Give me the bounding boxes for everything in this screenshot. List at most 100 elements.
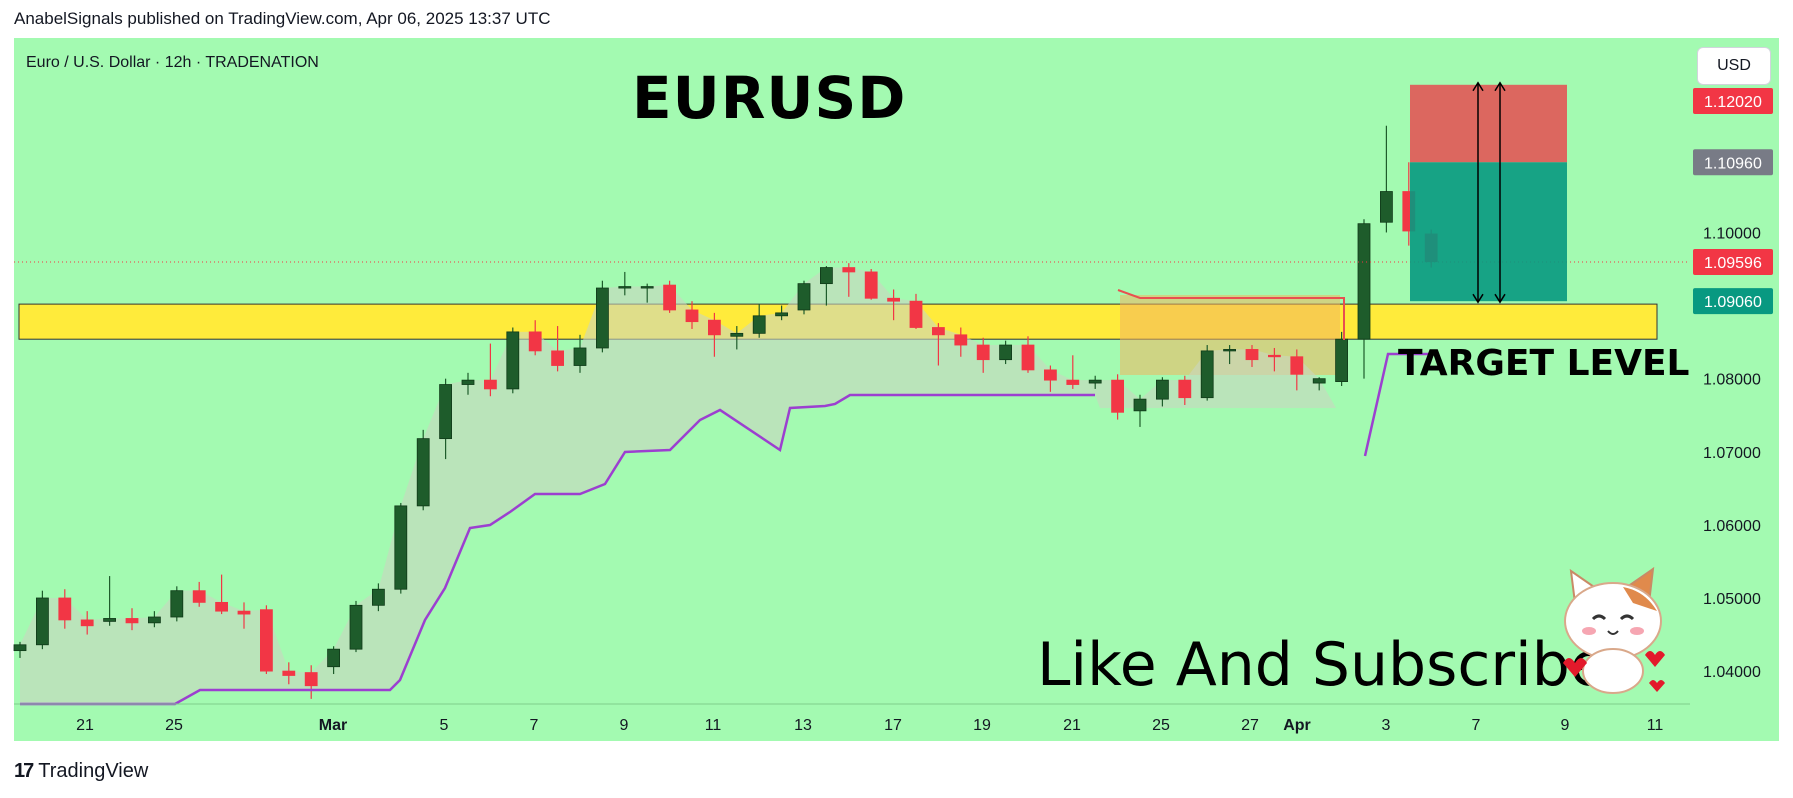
- x-axis-tick-label: 19: [973, 717, 991, 734]
- candle[interactable]: [1357, 219, 1371, 379]
- candle[interactable]: [304, 665, 318, 699]
- candle[interactable]: [954, 327, 968, 357]
- candle[interactable]: [1178, 375, 1192, 405]
- arrow-head-down: [1494, 293, 1506, 304]
- candle[interactable]: [663, 280, 676, 313]
- candle[interactable]: [887, 289, 900, 321]
- price-tag-current[interactable]: 1.09596: [1693, 248, 1773, 275]
- candle[interactable]: [932, 323, 945, 366]
- candle[interactable]: [640, 283, 654, 303]
- candle[interactable]: [551, 326, 564, 372]
- candle[interactable]: [775, 305, 788, 321]
- candle[interactable]: [506, 327, 520, 394]
- candle[interactable]: [327, 646, 341, 675]
- candle[interactable]: [349, 600, 363, 653]
- candle[interactable]: [36, 590, 49, 650]
- candle[interactable]: [461, 372, 475, 395]
- candle[interactable]: [909, 293, 923, 329]
- price-tag-box: [1693, 248, 1773, 275]
- x-axis-tick-label: 21: [1063, 717, 1081, 734]
- candle-body: [1357, 223, 1371, 340]
- price-tag-label: 1.09596: [1704, 255, 1762, 272]
- trailing-area: [20, 267, 1336, 704]
- candle[interactable]: [1200, 345, 1214, 401]
- candle[interactable]: [483, 343, 497, 397]
- candle[interactable]: [1088, 375, 1102, 389]
- candle[interactable]: [708, 312, 721, 357]
- candle[interactable]: [820, 266, 833, 306]
- arrow-head-up: [1494, 81, 1506, 92]
- candle-body: [932, 327, 945, 336]
- candle[interactable]: [394, 502, 408, 594]
- x-axis-tick-label: 13: [794, 717, 812, 734]
- price-tag-target[interactable]: 1.09060: [1693, 288, 1773, 315]
- x-axis-tick-label: Apr: [1283, 717, 1311, 734]
- candle[interactable]: [752, 304, 766, 338]
- candle-body: [1088, 379, 1102, 384]
- price-tag-box: [1693, 149, 1773, 176]
- candle-body: [506, 331, 520, 390]
- cat-mascot-sticker: [1563, 566, 1665, 694]
- candle[interactable]: [192, 581, 206, 607]
- candle[interactable]: [13, 641, 27, 658]
- candle[interactable]: [976, 337, 990, 373]
- candle[interactable]: [685, 301, 699, 329]
- candle[interactable]: [58, 589, 72, 629]
- candle[interactable]: [1380, 125, 1393, 233]
- candle[interactable]: [237, 602, 251, 629]
- price-tag-label: 1.10960: [1704, 155, 1762, 172]
- candle-body: [192, 590, 206, 603]
- price-tag-entry[interactable]: 1.10960: [1693, 149, 1773, 176]
- candle[interactable]: [797, 280, 811, 315]
- candle-body: [36, 597, 49, 646]
- candle[interactable]: [215, 574, 229, 615]
- candle[interactable]: [618, 271, 632, 296]
- candle[interactable]: [1290, 349, 1304, 391]
- trailing-stop-line[interactable]: [20, 393, 1095, 706]
- tradingview-brand[interactable]: 17 TradingView: [14, 760, 148, 783]
- candle[interactable]: [999, 340, 1012, 365]
- candle-body: [976, 344, 990, 361]
- candle-body: [708, 319, 721, 336]
- candle[interactable]: [125, 608, 139, 631]
- candle[interactable]: [573, 334, 587, 373]
- symbol-description[interactable]: Euro / U.S. Dollar · 12h · TRADENATION: [26, 54, 319, 71]
- take-profit-zone[interactable]: [1410, 162, 1567, 302]
- candle[interactable]: [1335, 331, 1348, 386]
- candle[interactable]: [596, 280, 609, 353]
- candle[interactable]: [103, 576, 116, 626]
- candle[interactable]: [1223, 345, 1236, 365]
- currency-button[interactable]: USD: [1697, 47, 1771, 85]
- candle[interactable]: [730, 326, 744, 350]
- candle-body: [887, 297, 900, 302]
- candle[interactable]: [528, 320, 542, 356]
- trailing-stop-line-recent[interactable]: [1363, 352, 1432, 457]
- candle[interactable]: [259, 605, 273, 675]
- candle[interactable]: [1066, 355, 1080, 389]
- candle-body: [125, 618, 139, 624]
- candle[interactable]: [864, 269, 878, 300]
- candle[interactable]: [147, 611, 161, 628]
- resistance-line[interactable]: [1117, 289, 1345, 340]
- candle[interactable]: [371, 583, 385, 612]
- candle[interactable]: [1044, 365, 1057, 392]
- candle-body: [282, 670, 296, 676]
- candle[interactable]: [1245, 345, 1259, 367]
- candle[interactable]: [1312, 377, 1326, 391]
- candle[interactable]: [1268, 347, 1281, 372]
- candle[interactable]: [1021, 336, 1035, 373]
- candle[interactable]: [1111, 374, 1124, 420]
- candle-body: [259, 609, 273, 672]
- candle[interactable]: [282, 662, 296, 685]
- candle[interactable]: [416, 429, 430, 511]
- candle[interactable]: [842, 263, 856, 297]
- price-tag-stop[interactable]: 1.12020: [1693, 88, 1773, 114]
- candle[interactable]: [1156, 377, 1169, 407]
- candle[interactable]: [1133, 394, 1147, 427]
- candle[interactable]: [80, 611, 94, 635]
- candle[interactable]: [439, 378, 453, 460]
- x-axis-tick-label: Mar: [319, 717, 347, 734]
- stop-loss-zone[interactable]: [1410, 84, 1567, 163]
- candle[interactable]: [170, 586, 184, 622]
